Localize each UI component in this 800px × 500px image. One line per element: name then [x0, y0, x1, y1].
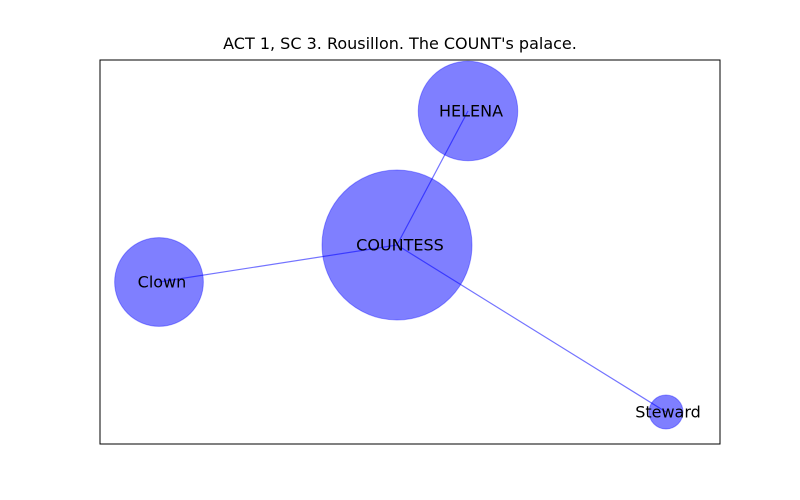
plot-frame: [99, 59, 721, 445]
nodes-layer: [114, 60, 684, 430]
labels-layer: COUNTESS HELENA Clown Steward: [138, 102, 701, 422]
node-label-countess: COUNTESS: [356, 236, 444, 255]
node-label-steward: Steward: [635, 403, 701, 422]
diagram-title: ACT 1, SC 3. Rousillon. The COUNT's pala…: [223, 34, 577, 53]
node-countess: [321, 169, 473, 321]
node-steward: [648, 394, 684, 430]
node-helena: [417, 60, 519, 162]
node-label-helena: HELENA: [439, 102, 503, 121]
node-label-clown: Clown: [138, 273, 187, 292]
node-clown: [114, 237, 204, 327]
